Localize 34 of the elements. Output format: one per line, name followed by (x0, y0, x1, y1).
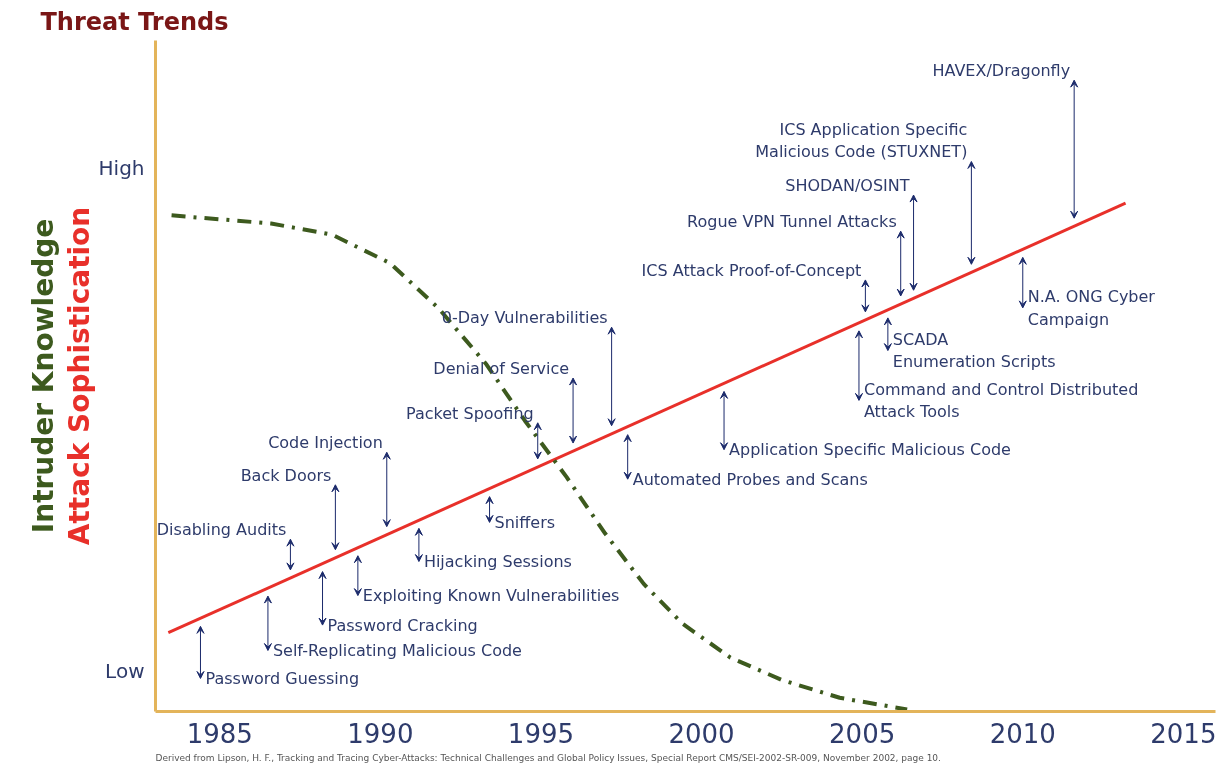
annotation: Command and Control Distributed Attack Tools (863, 379, 1139, 422)
annotation: Code Injection (268, 433, 383, 453)
text: Intruder Knowledge (26, 218, 60, 534)
annotation: Rogue VPN Tunnel Attacks (687, 212, 897, 232)
chart-title: Threat Trends (40, 7, 229, 36)
text: Derived from Lipson, H. F., Tracking and Tracing Cyber-Attacks: Technical Challenges and Global Policy Issues, Special Report CMS/SEI-2002-SR-009, November 2002, page 10. (155, 752, 941, 763)
annotation: Packet Spoofing (406, 403, 534, 423)
x-tick-label: 2015 (1150, 718, 1217, 749)
annotation: Hijacking Sessions (423, 552, 572, 572)
x-tick-label: 1985 (186, 718, 253, 749)
annotation: Self-Replicating Malicious Code (272, 641, 522, 660)
text: HAVEX/Dragonfly (932, 61, 1071, 81)
annotation: Automated Probes and Scans (632, 469, 868, 489)
text: ICS Application Specific Malicious Code (STUXNET) (755, 119, 968, 162)
text: High (98, 155, 145, 180)
x-tick-label: 2010 (989, 718, 1056, 749)
text: Attack Sophistication (62, 206, 96, 546)
annotation: Disabling Audits (156, 520, 287, 540)
annotation: Application Specific Malicious Code (729, 440, 1011, 460)
annotation: N.A. ONG Cyber Campaign (1027, 286, 1156, 329)
annotation: Password Cracking (327, 615, 478, 635)
x-tick-label: 2000 (668, 718, 735, 749)
annotation: SCADA Enumeration Scripts (892, 329, 1056, 372)
x-tick-label: 1995 (507, 718, 575, 749)
annotation: Denial of Service (433, 359, 570, 379)
x-tick-label: 1990 (347, 718, 414, 749)
annotation: Exploiting Known Vulnerabilities (362, 586, 620, 606)
text: Low (105, 659, 145, 684)
annotation: ICS Attack Proof-of-Concept (641, 260, 862, 280)
annotation: Password Guessing (205, 668, 360, 688)
text: SHODAN/OSINT (785, 176, 910, 196)
x-tick-label: 2005 (829, 718, 896, 749)
annotation: Back Doors (240, 465, 332, 485)
annotation: Sniffers (494, 512, 556, 532)
